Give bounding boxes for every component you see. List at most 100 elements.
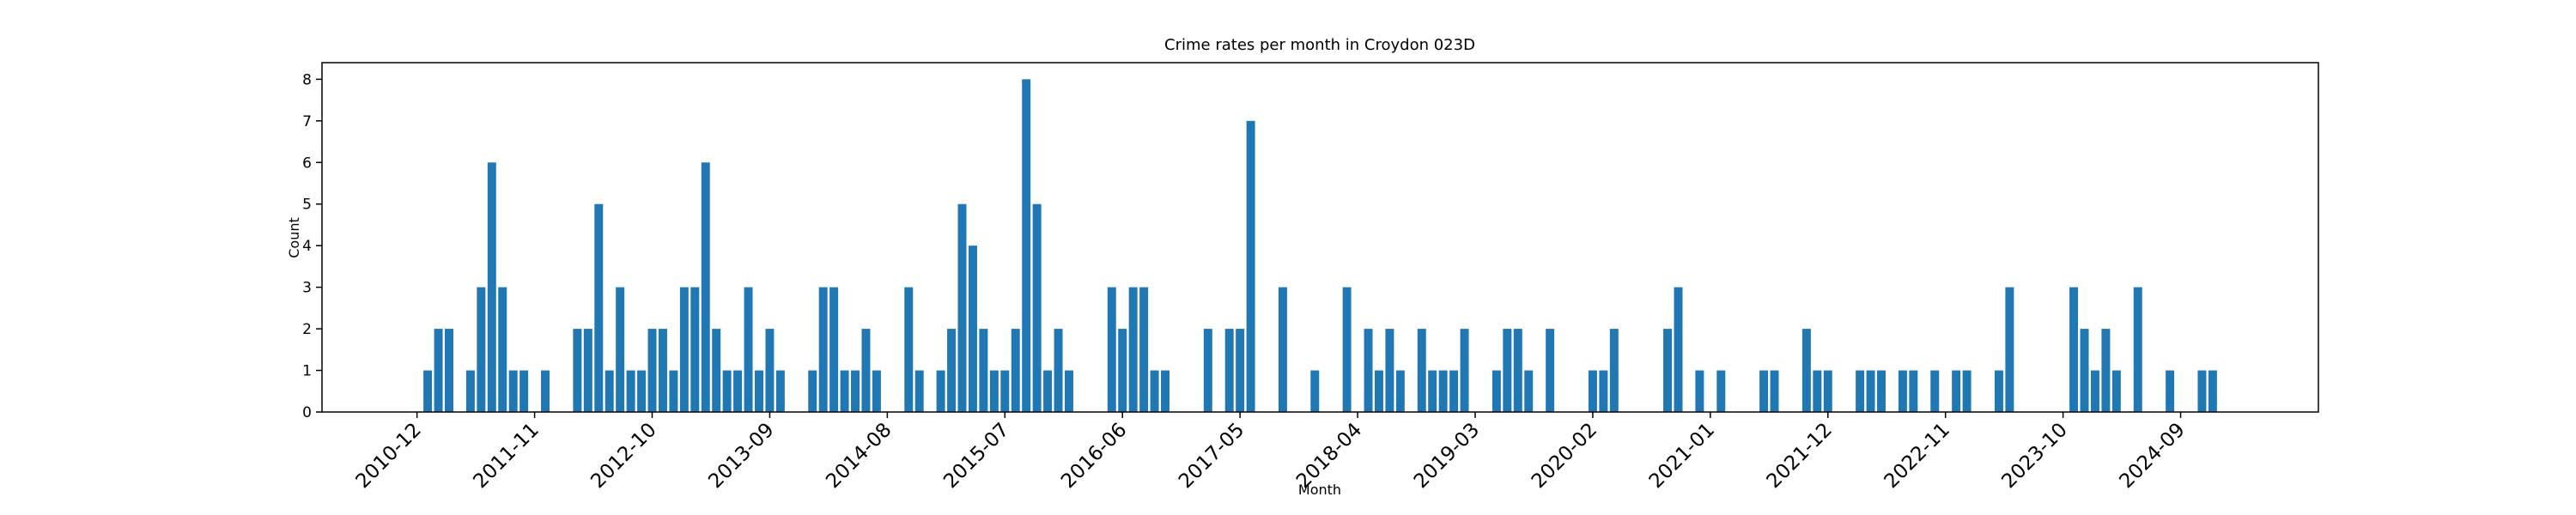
bar: [1609, 329, 1619, 412]
bar: [1695, 370, 1704, 412]
bar: [1128, 287, 1138, 412]
bar: [2133, 287, 2142, 412]
bar: [701, 162, 710, 413]
bar: [1856, 370, 1865, 412]
bar: [851, 370, 860, 412]
bar: [647, 329, 657, 412]
x-tick-label: 2014-08: [822, 419, 896, 493]
bar: [1770, 370, 1779, 412]
x-tick-label: 2023-10: [1998, 419, 2072, 493]
bar: [947, 329, 957, 412]
bar: [498, 287, 507, 412]
bar: [1000, 370, 1010, 412]
bar: [465, 370, 475, 412]
bar: [1374, 370, 1383, 412]
bar: [1716, 370, 1726, 412]
bar: [1203, 329, 1212, 412]
bar: [2005, 287, 2014, 412]
bar: [775, 370, 785, 412]
bar: [423, 370, 433, 412]
bar: [722, 370, 732, 412]
x-tick-label: 2011-11: [469, 419, 543, 493]
y-tick-label: 5: [302, 197, 312, 214]
bar: [1224, 329, 1234, 412]
bar: [2090, 370, 2099, 412]
bar: [1139, 287, 1149, 412]
bar: [1460, 329, 1469, 412]
bar: [733, 370, 743, 412]
bar: [1064, 370, 1073, 412]
bar: [1395, 370, 1405, 412]
bar: [1813, 370, 1822, 412]
bar: [1054, 329, 1063, 412]
bar: [508, 370, 518, 412]
bar: [1449, 370, 1459, 412]
bar: [1118, 329, 1127, 412]
bar: [637, 370, 647, 412]
bar: [1278, 287, 1287, 412]
x-tick-label: 2012-10: [586, 419, 660, 493]
bar: [519, 370, 529, 412]
bar: [968, 245, 977, 412]
y-tick-label: 7: [302, 113, 312, 130]
bar: [541, 370, 550, 412]
bar: [1909, 370, 1918, 412]
bar: [1342, 287, 1352, 412]
x-tick-label: 2016-06: [1057, 419, 1131, 493]
bar: [872, 370, 881, 412]
bar: [1930, 370, 1940, 412]
bar: [1599, 370, 1608, 412]
y-tick-label: 1: [302, 363, 312, 380]
x-tick-label: 2021-01: [1645, 419, 1719, 493]
y-tick-label: 8: [302, 71, 312, 88]
bar: [1385, 329, 1394, 412]
y-tick-label: 4: [302, 238, 312, 255]
bar: [2101, 329, 2111, 412]
bar: [840, 370, 849, 412]
bar: [1994, 370, 2003, 412]
x-tick-label: 2022-11: [1880, 419, 1954, 493]
bar: [658, 329, 667, 412]
y-tick-label: 0: [302, 404, 312, 421]
bar: [573, 329, 582, 412]
bar: [1022, 79, 1031, 412]
plot-frame: [321, 62, 2319, 413]
bar: [2166, 370, 2175, 412]
bar: [477, 287, 486, 412]
y-tick-label: 2: [302, 321, 312, 338]
x-tick-label: 2021-12: [1763, 419, 1837, 493]
bar: [2080, 329, 2089, 412]
bar: [1364, 329, 1373, 412]
x-tick-label: 2020-02: [1528, 419, 1601, 493]
x-tick-label: 2019-03: [1410, 419, 1484, 493]
bar: [1952, 370, 1961, 412]
bar: [679, 287, 689, 412]
bar: [1428, 370, 1437, 412]
bar: [1150, 370, 1159, 412]
bar: [765, 329, 775, 412]
bar: [1663, 329, 1673, 412]
bar: [914, 370, 924, 412]
bar: [1759, 370, 1769, 412]
bar: [712, 329, 721, 412]
bar: [904, 287, 914, 412]
bar: [1161, 370, 1170, 412]
bar: [626, 370, 635, 412]
bar: [989, 370, 999, 412]
bar: [957, 203, 967, 412]
bar: [1043, 370, 1053, 412]
bar: [1866, 370, 1875, 412]
bar: [605, 370, 614, 412]
y-axis-label: Count: [286, 217, 302, 258]
bar: [1417, 329, 1426, 412]
bar: [1962, 370, 1971, 412]
bar: [1503, 329, 1512, 412]
bar: [583, 329, 592, 412]
y-tick-label: 6: [302, 154, 312, 172]
bar: [1236, 329, 1245, 412]
bar: [829, 287, 839, 412]
bar: [445, 329, 453, 412]
bar: [2208, 370, 2217, 412]
